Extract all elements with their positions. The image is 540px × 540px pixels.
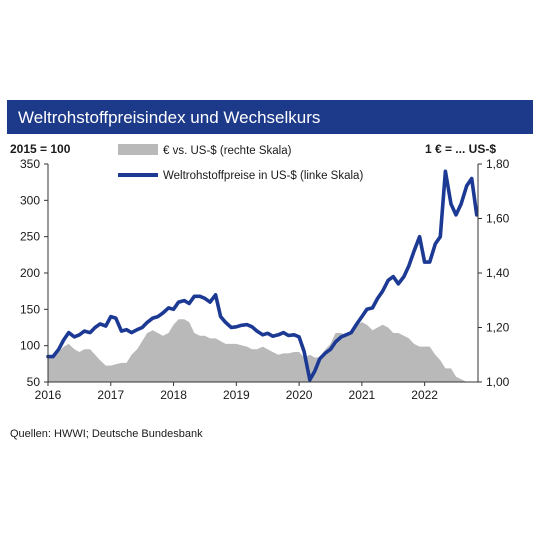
title-bar [7, 100, 533, 134]
legend-swatch-area [118, 144, 158, 155]
right-tick-label: 1,20 [486, 321, 510, 335]
left-axis-label: 2015 = 100 [10, 142, 71, 156]
x-tick-label: 2020 [286, 388, 313, 402]
right-axis-label: 1 € = ... US-$ [425, 142, 496, 156]
left-tick-label: 250 [20, 230, 40, 244]
x-tick-label: 2018 [160, 388, 187, 402]
axes-layer [44, 163, 482, 386]
x-tick-label: 2016 [35, 388, 62, 402]
line-layer [46, 169, 479, 382]
left-tick-label: 200 [20, 266, 40, 280]
legend-label-area: € vs. US-$ (rechte Skala) [163, 145, 292, 157]
chart-title: Weltrohstoffpreisindex und Wechselkurs [18, 108, 320, 127]
left-tick-label: 100 [20, 339, 40, 353]
source-note: Quellen: HWWI; Deutsche Bundesbank [10, 428, 203, 440]
left-tick-label: 50 [27, 375, 41, 389]
x-tick-labels: 2016 2017 2018 2019 2020 2021 2022 [35, 388, 439, 402]
x-tick-label: 2022 [411, 388, 438, 402]
x-tick-label: 2017 [97, 388, 124, 402]
series-line-commodity-prices [46, 169, 479, 382]
legend-label-line: Weltrohstoffpreise in US-$ (linke Skala) [163, 170, 363, 182]
x-tick-label: 2021 [349, 388, 376, 402]
series-area-euro-usd [48, 319, 477, 382]
area-layer [48, 319, 477, 382]
left-tick-label: 300 [20, 193, 40, 207]
right-tick-labels: 1,80 1,60 1,40 1,20 1,00 [486, 157, 510, 389]
right-tick-label: 1,80 [486, 157, 510, 171]
right-tick-label: 1,00 [486, 375, 510, 389]
left-tick-label: 150 [20, 302, 40, 316]
right-tick-label: 1,40 [486, 266, 510, 280]
x-tick-label: 2019 [223, 388, 250, 402]
right-tick-label: 1,60 [486, 212, 510, 226]
left-tick-labels: 350 300 250 200 150 100 50 [20, 157, 40, 389]
left-tick-label: 350 [20, 157, 40, 171]
